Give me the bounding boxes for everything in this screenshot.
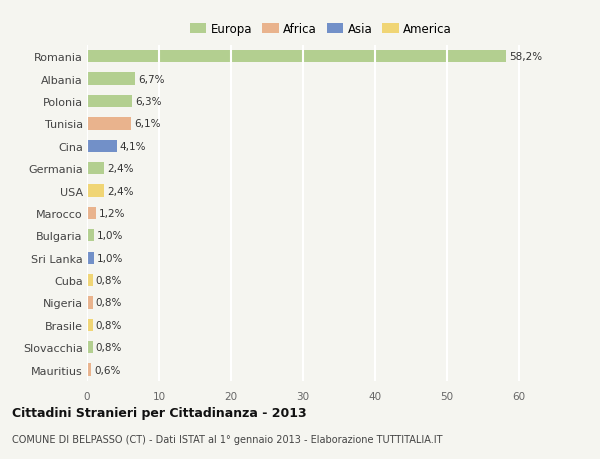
Bar: [87, 51, 506, 63]
Text: 2,4%: 2,4%: [107, 164, 134, 174]
Text: 1,0%: 1,0%: [97, 253, 124, 263]
Bar: [87, 364, 91, 376]
Text: 4,1%: 4,1%: [119, 141, 146, 151]
Bar: [87, 297, 93, 309]
Bar: [87, 95, 133, 108]
Bar: [87, 140, 116, 152]
Text: 1,0%: 1,0%: [97, 231, 124, 241]
Bar: [87, 319, 93, 331]
Text: Cittadini Stranieri per Cittadinanza - 2013: Cittadini Stranieri per Cittadinanza - 2…: [12, 406, 307, 419]
Bar: [87, 274, 93, 286]
Bar: [87, 341, 93, 353]
Bar: [87, 252, 94, 264]
Text: COMUNE DI BELPASSO (CT) - Dati ISTAT al 1° gennaio 2013 - Elaborazione TUTTITALI: COMUNE DI BELPASSO (CT) - Dati ISTAT al …: [12, 434, 443, 444]
Text: 0,8%: 0,8%: [95, 298, 122, 308]
Text: 0,8%: 0,8%: [95, 275, 122, 285]
Bar: [87, 230, 94, 242]
Text: 0,8%: 0,8%: [95, 320, 122, 330]
Bar: [87, 73, 135, 85]
Text: 6,3%: 6,3%: [135, 97, 162, 107]
Text: 0,8%: 0,8%: [95, 342, 122, 353]
Bar: [87, 207, 95, 219]
Text: 58,2%: 58,2%: [509, 52, 542, 62]
Text: 6,7%: 6,7%: [138, 74, 164, 84]
Text: 2,4%: 2,4%: [107, 186, 134, 196]
Legend: Europa, Africa, Asia, America: Europa, Africa, Asia, America: [190, 23, 452, 36]
Text: 0,6%: 0,6%: [94, 365, 121, 375]
Bar: [87, 162, 104, 175]
Bar: [87, 185, 104, 197]
Text: 6,1%: 6,1%: [134, 119, 160, 129]
Text: 1,2%: 1,2%: [98, 208, 125, 218]
Bar: [87, 118, 131, 130]
